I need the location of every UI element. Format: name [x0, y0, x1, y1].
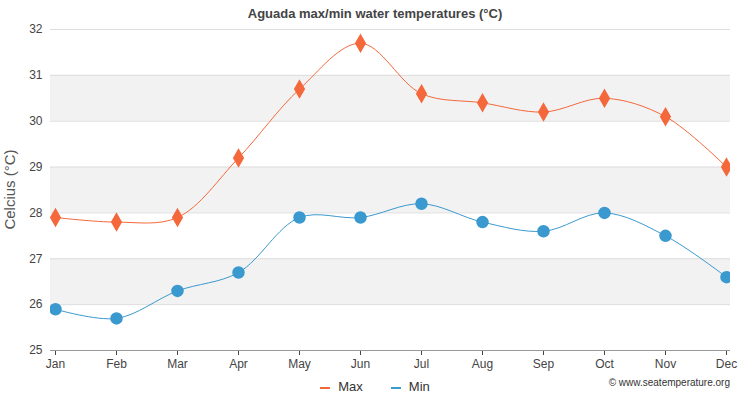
svg-text:Dec: Dec	[716, 357, 737, 371]
html-text:Aguada max/min water temperatu: Aguada max/min water temperatures (°C)	[247, 6, 503, 21]
svg-text:28: 28	[29, 206, 43, 220]
svg-text:Jun: Jun	[351, 357, 370, 371]
html-text:© www.seatemperature.org: © www.seatemperature.org	[608, 377, 730, 388]
svg-text:Feb: Feb	[106, 357, 127, 371]
svg-text:27: 27	[29, 252, 43, 266]
html-text:Max: Max	[338, 379, 363, 394]
svg-text:Mar: Mar	[167, 357, 188, 371]
svg-text:May: May	[288, 357, 311, 371]
svg-text:29: 29	[29, 160, 43, 174]
svg-text:Jul: Jul	[414, 357, 429, 371]
svg-text:Nov: Nov	[655, 357, 676, 371]
svg-text:Aug: Aug	[472, 357, 493, 371]
svg-text:31: 31	[29, 68, 43, 82]
svg-text:25: 25	[29, 343, 43, 357]
svg-text:Celcius (°C): Celcius (°C)	[1, 149, 18, 229]
svg-text:30: 30	[29, 114, 43, 128]
svg-text:Apr: Apr	[229, 357, 248, 371]
html-text:Min: Min	[408, 379, 430, 394]
svg-text:Sep: Sep	[533, 357, 555, 371]
svg-text:26: 26	[29, 297, 43, 311]
svg-text:32: 32	[29, 24, 43, 36]
svg-text:Oct: Oct	[595, 357, 614, 371]
svg-text:Jan: Jan	[46, 357, 65, 371]
